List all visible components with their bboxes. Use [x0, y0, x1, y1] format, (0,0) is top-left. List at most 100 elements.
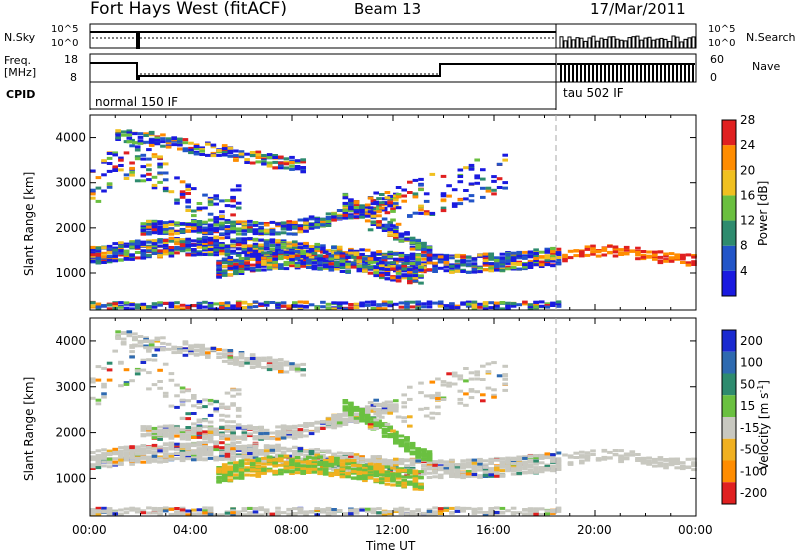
echo-cell — [275, 443, 281, 447]
echo-cell — [140, 179, 147, 183]
echo-cell — [390, 466, 396, 470]
echo-cell — [499, 268, 506, 272]
echo-cell — [191, 221, 197, 225]
echo-cell — [193, 343, 200, 347]
echo-cell — [283, 462, 290, 466]
echo-cell — [241, 454, 248, 458]
echo-cell — [283, 267, 290, 271]
echo-cell — [162, 230, 169, 234]
echo-cell — [412, 479, 419, 483]
echo-cell — [207, 435, 214, 439]
echo-cell — [174, 242, 180, 246]
echo-cell — [185, 447, 192, 451]
echo-cell — [252, 237, 259, 241]
nsearch-bar — [663, 38, 668, 49]
echo-cell — [325, 212, 332, 216]
echo-cell — [289, 251, 295, 255]
echo-cell — [134, 372, 141, 376]
echo-cell — [345, 466, 351, 470]
echo-cell — [199, 352, 206, 355]
echo-cell — [249, 354, 256, 358]
echo-cell — [179, 416, 186, 420]
echo-cell — [106, 152, 113, 155]
echo-cell — [409, 463, 416, 467]
echo-cell — [241, 433, 248, 437]
echo-cell — [90, 380, 96, 384]
echo-cell — [407, 191, 413, 194]
nsearch-bar — [691, 36, 696, 49]
echo-cell — [140, 428, 147, 432]
echo-cell — [272, 255, 279, 259]
echo-cell — [272, 266, 279, 270]
echo-cell — [118, 158, 124, 162]
echo-cell — [362, 263, 368, 267]
echo-cell — [426, 460, 433, 464]
echo-cell — [247, 305, 253, 309]
echo-cell — [269, 301, 276, 304]
nsearch-bar — [627, 37, 632, 49]
echo-cell — [432, 267, 438, 270]
echo-cell — [412, 274, 419, 278]
echo-cell — [241, 428, 248, 432]
echo-cell — [496, 186, 503, 189]
echo-cell — [395, 472, 402, 476]
echo-cell — [179, 303, 186, 307]
echo-cell — [432, 475, 438, 479]
echo-cell — [334, 457, 340, 461]
echo-cell — [219, 450, 225, 454]
echo-cell — [157, 301, 163, 305]
echo-cell — [221, 150, 228, 154]
echo-cell — [151, 383, 158, 387]
echo-cell — [266, 164, 273, 168]
echo-cell — [118, 301, 124, 305]
echo-cell — [148, 141, 155, 145]
echo-cell — [179, 437, 186, 441]
velocity-data — [90, 330, 697, 517]
echo-cell — [179, 307, 186, 311]
echo-cell — [342, 211, 349, 215]
echo-cell — [129, 462, 135, 466]
echo-cell — [432, 261, 438, 265]
echo-cell — [477, 465, 483, 469]
echo-cell — [477, 462, 483, 466]
echo-cell — [247, 455, 253, 459]
echo-cell — [205, 153, 211, 157]
echo-cell — [460, 263, 466, 267]
echo-cell — [247, 244, 253, 248]
echo-cell — [278, 457, 284, 461]
echo-cell — [219, 249, 225, 253]
echo-cell — [207, 402, 214, 406]
echo-cell — [387, 459, 394, 463]
echo-cell — [300, 170, 307, 174]
echo-cell — [373, 463, 380, 467]
echo-cell — [275, 305, 281, 309]
echo-cell — [123, 448, 130, 452]
echo-cell — [393, 457, 399, 461]
echo-cell — [179, 457, 186, 461]
echo-cell — [387, 462, 394, 466]
echo-cell — [95, 307, 102, 311]
echo-cell — [272, 260, 279, 264]
echo-cell — [118, 454, 124, 458]
echo-cell — [202, 226, 208, 230]
echo-cell — [146, 232, 152, 236]
echo-cell — [106, 303, 113, 307]
echo-cell — [362, 473, 368, 477]
echo-cell — [398, 251, 405, 255]
echo-cell — [224, 414, 231, 418]
echo-cell — [213, 448, 220, 452]
echo-cell — [387, 228, 394, 232]
echo-cell — [238, 354, 245, 358]
echo-cell — [336, 455, 343, 458]
echo-cell — [421, 266, 427, 270]
echo-cell — [443, 269, 450, 273]
ytick-label: 4000 — [55, 131, 86, 145]
echo-cell — [292, 449, 298, 453]
echo-cell — [118, 384, 124, 388]
echo-cell — [527, 252, 534, 256]
echo-cell — [488, 301, 495, 305]
nsky-line — [90, 31, 556, 49]
echo-cell — [294, 165, 301, 168]
echo-cell — [252, 229, 259, 233]
echo-cell — [244, 358, 250, 362]
